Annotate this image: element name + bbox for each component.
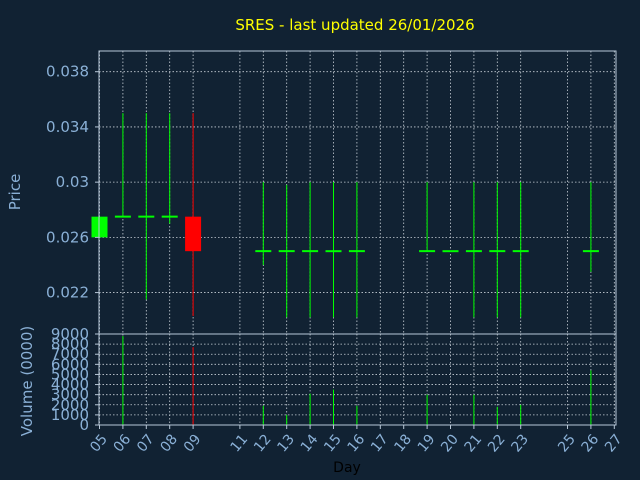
candle-body xyxy=(185,216,202,252)
x-tick-label: 06 xyxy=(111,431,135,455)
x-axis-ticks: 05 06 07 08 09 11 12 13 14 15 16 17 18 19 20 21 22 23 25 26… xyxy=(87,425,626,455)
x-tick-label: 18 xyxy=(391,431,415,455)
price-tick-label: 0.034 xyxy=(46,118,89,136)
x-tick-label: 26 xyxy=(579,431,603,455)
x-tick-label: 09 xyxy=(181,431,205,455)
x-axis-label: Day xyxy=(333,460,361,476)
x-tick-label: 22 xyxy=(485,431,509,455)
price-axis-label: Price xyxy=(6,174,24,211)
volume-tick-label: 6000 xyxy=(51,355,89,373)
volume-axis-label: Volume (0000) xyxy=(18,326,36,436)
x-tick-label: 11 xyxy=(228,431,252,455)
price-tick-label: 0.022 xyxy=(46,284,89,302)
x-tick-label: 27 xyxy=(602,431,626,455)
x-tick-label: 16 xyxy=(345,431,369,455)
price-panel-frame xyxy=(98,50,617,335)
volume-grid xyxy=(99,333,616,426)
volume-tick-label: 1000 xyxy=(51,406,89,424)
price-grid xyxy=(99,51,616,334)
x-tick-label: 25 xyxy=(555,431,579,455)
x-tick-label: 05 xyxy=(87,431,111,455)
volume-tick-label: 2000 xyxy=(51,396,89,414)
x-tick-label: 20 xyxy=(438,431,462,455)
volume-tick-label: 0 xyxy=(79,416,89,434)
x-tick-label: 13 xyxy=(274,431,298,455)
x-tick-label: 12 xyxy=(251,431,275,455)
volume-tick-label: 7000 xyxy=(51,345,89,363)
volume-tick-label: 5000 xyxy=(51,365,89,383)
price-tick-label: 0.026 xyxy=(46,228,89,246)
x-tick-label: 17 xyxy=(368,431,392,455)
price-ticks: 0.022 0.026 0.03 0.034 0.038 xyxy=(46,63,99,302)
volume-tick-label: 9000 xyxy=(51,325,89,343)
x-tick-label: 14 xyxy=(298,431,322,455)
price-panel: 0.022 0.026 0.03 0.034 0.038 xyxy=(46,50,617,335)
chart-title: SRES - last updated 26/01/2026 xyxy=(235,16,474,34)
volume-tick-label: 3000 xyxy=(51,386,89,404)
price-marks xyxy=(91,113,599,318)
volume-tick-label: 4000 xyxy=(51,376,89,394)
price-tick-label: 0.038 xyxy=(46,63,89,81)
x-tick-label: 23 xyxy=(508,431,532,455)
x-tick-label: 21 xyxy=(462,431,486,455)
x-tick-label: 07 xyxy=(134,431,158,455)
volume-marks xyxy=(122,336,592,425)
x-tick-label: 08 xyxy=(157,431,181,455)
price-tick-label: 0.03 xyxy=(56,173,89,191)
volume-panel-frame xyxy=(98,333,617,426)
volume-tick-label: 8000 xyxy=(51,335,89,353)
x-tick-label: 15 xyxy=(321,431,345,455)
x-tick-label: 19 xyxy=(415,431,439,455)
